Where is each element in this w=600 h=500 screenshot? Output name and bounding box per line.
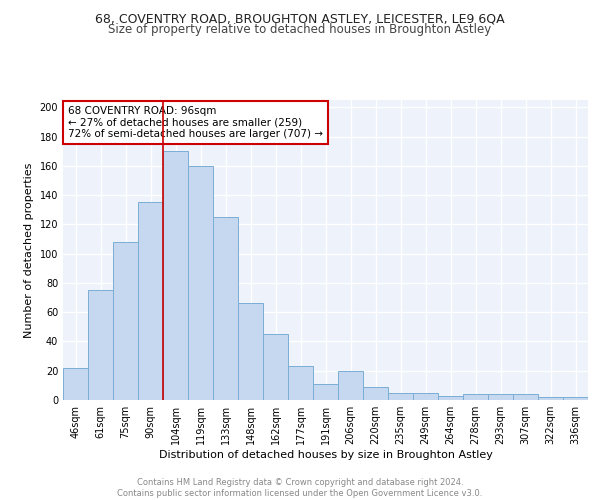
Bar [563,397,588,400]
Bar [388,392,413,400]
Bar [413,392,438,400]
Bar [488,394,513,400]
Bar [113,242,138,400]
Bar [538,397,563,400]
Text: 68 COVENTRY ROAD: 96sqm
← 27% of detached houses are smaller (259)
72% of semi-d: 68 COVENTRY ROAD: 96sqm ← 27% of detache… [68,106,323,139]
Bar [213,217,238,400]
Bar [263,334,288,400]
Text: Size of property relative to detached houses in Broughton Astley: Size of property relative to detached ho… [109,22,491,36]
Bar [338,370,363,400]
Bar [463,394,488,400]
Text: 68, COVENTRY ROAD, BROUGHTON ASTLEY, LEICESTER, LE9 6QA: 68, COVENTRY ROAD, BROUGHTON ASTLEY, LEI… [95,12,505,26]
Bar [363,387,388,400]
Bar [288,366,313,400]
Bar [188,166,213,400]
Bar [63,368,88,400]
Bar [238,304,263,400]
Y-axis label: Number of detached properties: Number of detached properties [24,162,34,338]
Bar [513,394,538,400]
Bar [163,151,188,400]
Bar [138,202,163,400]
X-axis label: Distribution of detached houses by size in Broughton Astley: Distribution of detached houses by size … [158,450,493,460]
Bar [438,396,463,400]
Bar [313,384,338,400]
Bar [88,290,113,400]
Text: Contains HM Land Registry data © Crown copyright and database right 2024.
Contai: Contains HM Land Registry data © Crown c… [118,478,482,498]
